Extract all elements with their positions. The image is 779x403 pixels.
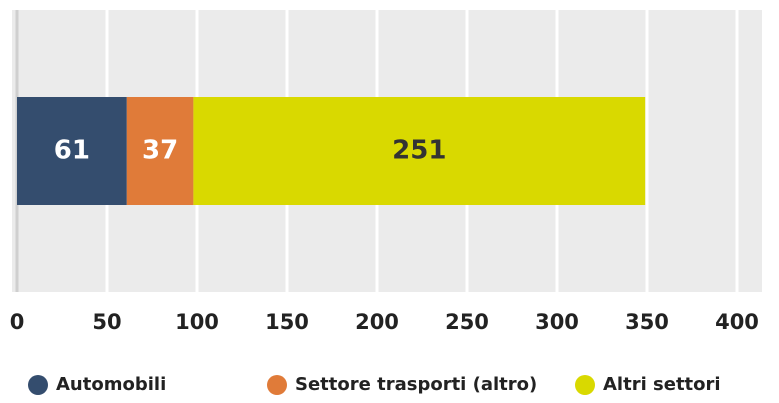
legend-marker [28, 375, 48, 395]
x-tick-label: 350 [625, 310, 669, 334]
bar-segment [126, 97, 194, 205]
legend-label: Automobili [56, 374, 166, 395]
legend-label: Settore trasporti (altro) [295, 374, 537, 395]
x-tick-label: 0 [10, 310, 25, 334]
data-label: 61 [54, 136, 90, 166]
bar-segment [17, 97, 127, 205]
x-tick-label: 150 [265, 310, 309, 334]
x-tick-label: 50 [92, 310, 121, 334]
x-tick-label: 300 [535, 310, 579, 334]
legend-label: Altri settori [603, 374, 721, 395]
x-tick-label: 200 [355, 310, 399, 334]
x-tick-label: 250 [445, 310, 489, 334]
legend-marker [575, 375, 595, 395]
legend-marker [267, 375, 287, 395]
bar-segment [193, 97, 646, 205]
data-label: 37 [142, 136, 178, 166]
x-tick-label: 400 [715, 310, 759, 334]
data-label: 251 [392, 136, 446, 166]
x-tick-label: 100 [175, 310, 219, 334]
